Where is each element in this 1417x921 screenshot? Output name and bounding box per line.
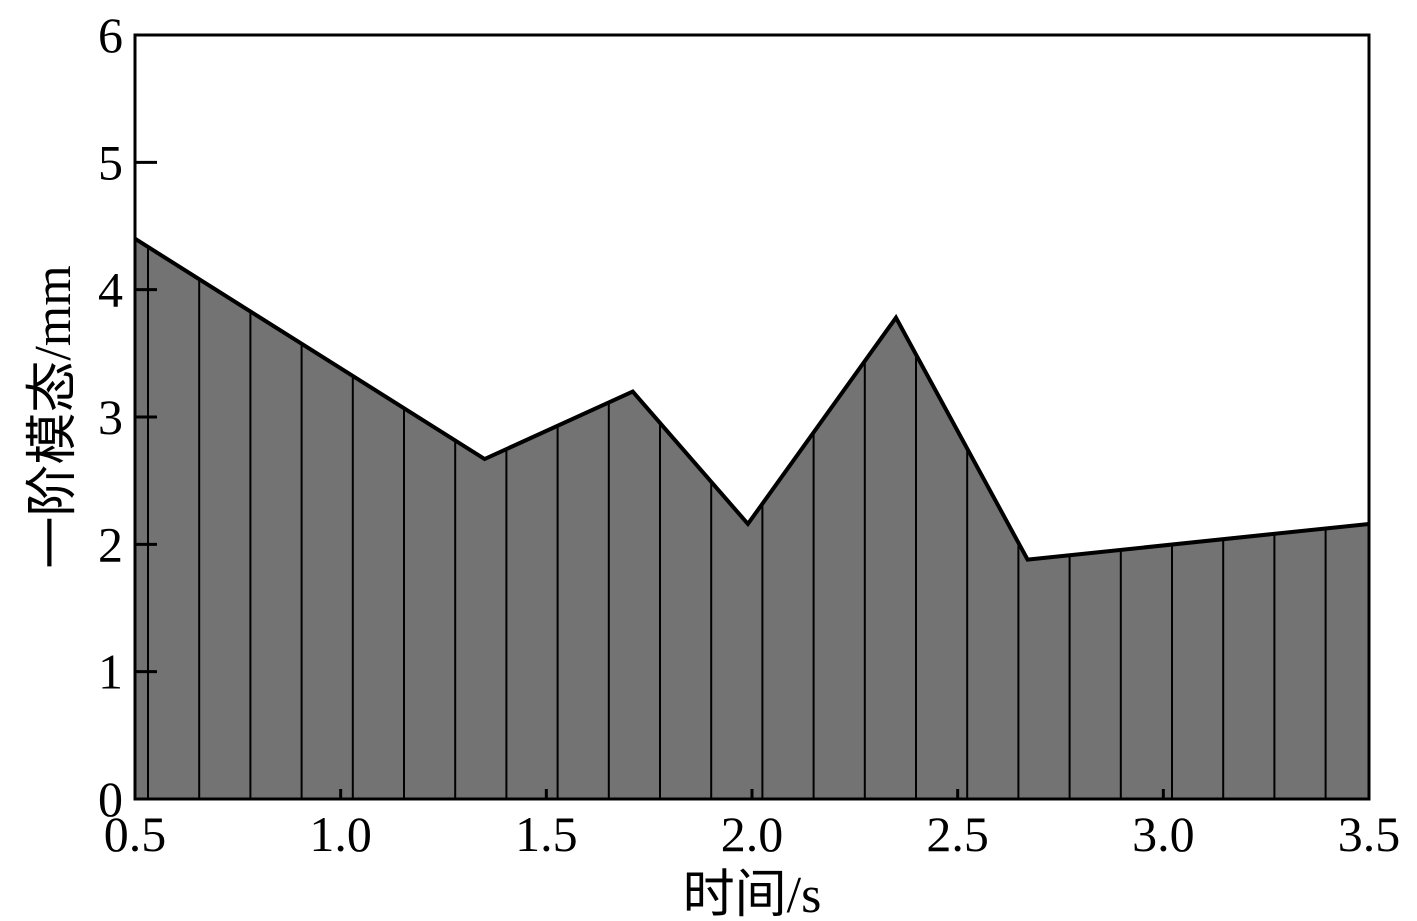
y-tick-label: 1 [98,644,123,700]
x-axis-label: 时间/s [683,867,822,921]
x-tick-label: 2.5 [926,806,989,862]
x-tick-label: 1.0 [309,806,372,862]
y-axis-ticks: 0 1 2 3 4 5 6 [98,7,157,827]
x-tick-label: 3.0 [1132,806,1195,862]
x-tick-label: 2.0 [721,806,784,862]
y-tick-label: 3 [98,389,123,445]
y-tick-label: 2 [98,516,123,572]
y-tick-label: 0 [98,771,123,827]
x-axis-ticks: 0.5 1.0 1.5 2.0 2.5 3.0 3.5 [104,789,1401,862]
hatch-layer [147,246,1327,799]
x-tick-label: 1.5 [515,806,578,862]
series-line [133,237,1370,562]
line-layer [133,237,1370,562]
y-tick-label: 4 [98,262,123,318]
y-axis-label: 一阶模态/mm [25,265,82,568]
x-tick-label: 3.5 [1338,806,1401,862]
y-tick-label: 6 [98,7,123,63]
y-tick-label: 5 [98,134,123,190]
x-tick-label: 0.5 [104,806,167,862]
